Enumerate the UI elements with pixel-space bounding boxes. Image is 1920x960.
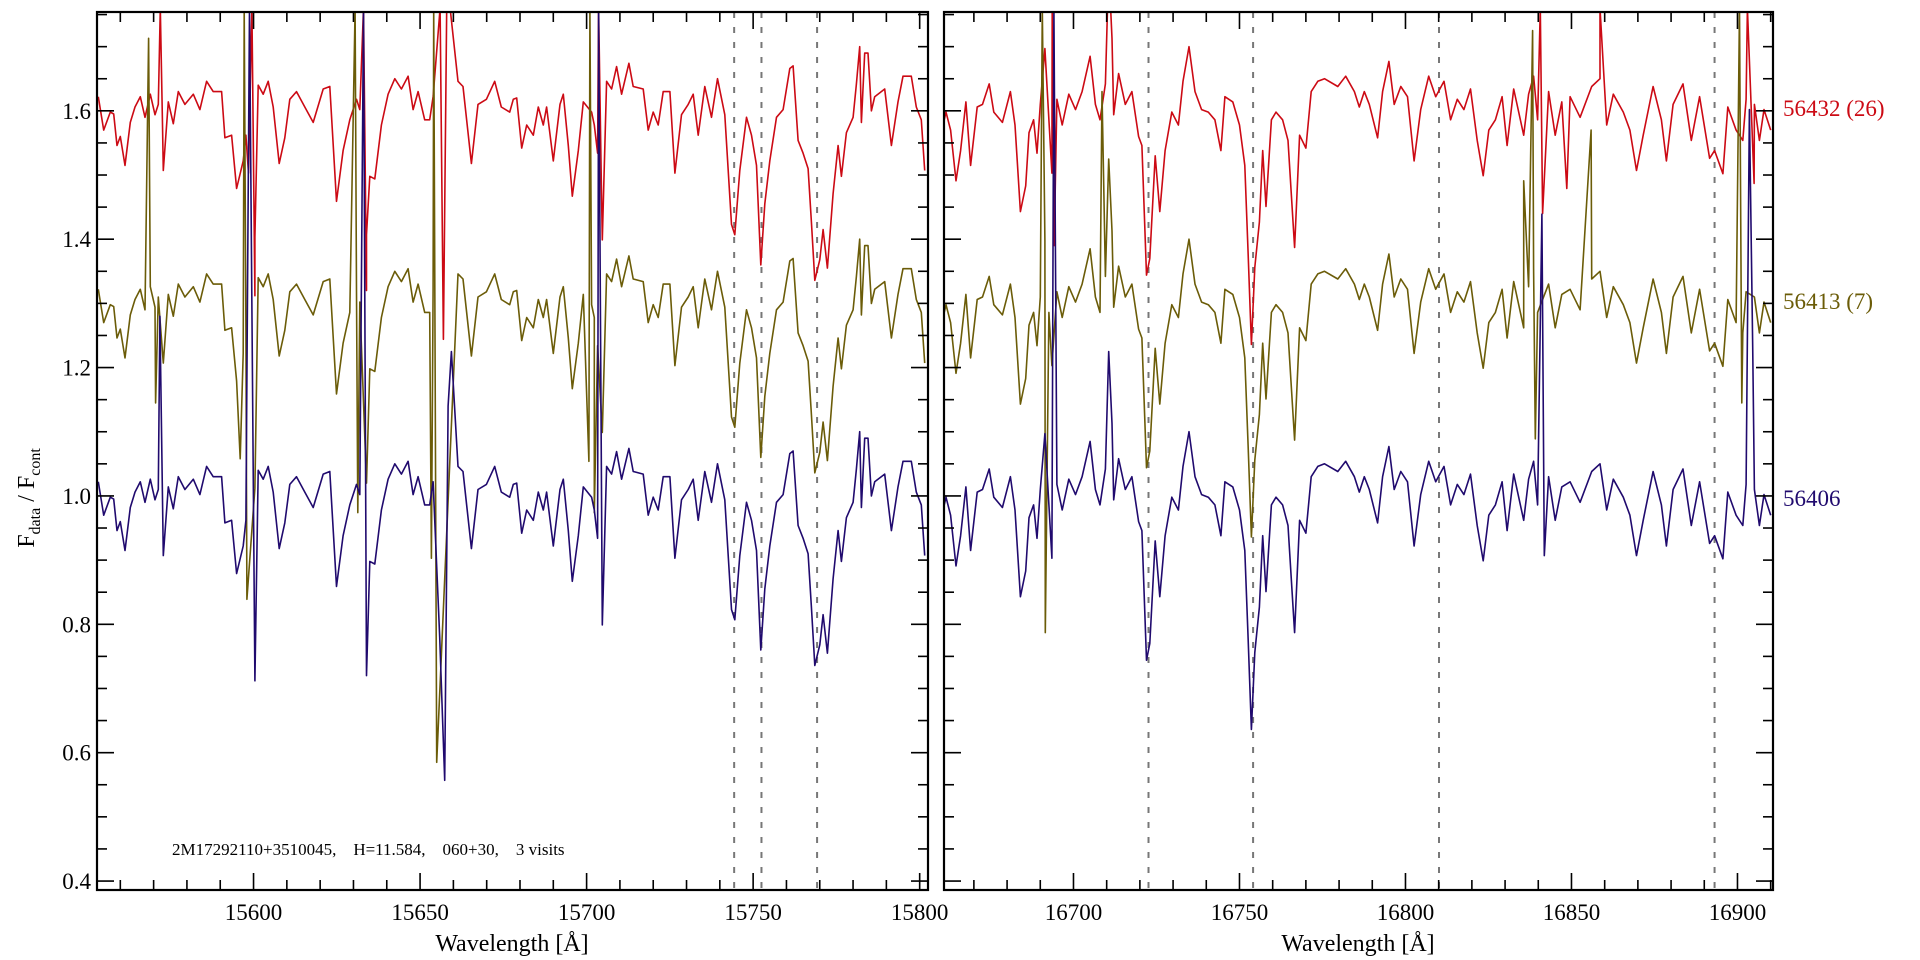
x-tick-label: 15800	[891, 900, 949, 925]
y-axis-title: Fdata / Fcont	[14, 448, 44, 548]
star-annotation: 2M17292110+3510045, H=11.584, 060+30, 3 …	[172, 840, 565, 859]
plot-frame	[942, 10, 1775, 892]
spectrum-line-56406	[944, 12, 1772, 731]
x-tick-label: 16800	[1377, 900, 1435, 925]
x-tick-label: 16750	[1211, 900, 1269, 925]
right-panel: 16700 16750 16800 16850 16900	[942, 10, 1775, 925]
y-tick-label: 0.6	[62, 741, 91, 766]
y-tick-label: 0.4	[62, 869, 91, 894]
y-title-sub2: cont	[27, 448, 44, 476]
y-title-f1: F	[14, 534, 40, 547]
y-tick-label: 1.0	[62, 484, 91, 509]
x-tick-label: 15600	[225, 900, 283, 925]
x-tick-label: 16850	[1543, 900, 1601, 925]
plot-frame	[95, 10, 930, 892]
x-axis-title-left: Wavelength [Å]	[435, 931, 588, 957]
y-title-sep: /	[14, 489, 40, 508]
y-tick-label: 1.6	[62, 99, 91, 124]
y-tick-label: 0.8	[62, 612, 91, 637]
x-tick-label: 15650	[391, 900, 449, 925]
series-label-56406: 56406	[1783, 486, 1841, 511]
series-label-56413: 56413 (7)	[1783, 289, 1873, 314]
x-axis-title-right: Wavelength [Å]	[1281, 931, 1434, 957]
spectrum-line-56406	[97, 12, 926, 782]
x-tick-label: 16700	[1045, 900, 1103, 925]
spectrum-line-56413	[944, 12, 1772, 634]
y-tick-label: 1.2	[62, 356, 91, 381]
spectrum-line-56413	[97, 12, 926, 764]
y-title-f2: F	[14, 476, 40, 489]
y-tick-label: 1.4	[62, 227, 91, 252]
y-title-sub1: data	[27, 508, 44, 535]
x-tick-label: 16900	[1709, 900, 1767, 925]
x-tick-label: 15750	[724, 900, 782, 925]
spectra	[97, 12, 926, 782]
spectrum-line-56432	[944, 12, 1772, 346]
spectra	[944, 12, 1772, 731]
spectrum-line-56432	[97, 12, 926, 341]
left-panel: 15600 15650 15700 15750 15800 0.4 0.6 0.8 1.0 1.2…	[62, 10, 949, 925]
x-tick-label: 15700	[558, 900, 616, 925]
series-label-56432: 56432 (26)	[1783, 96, 1885, 121]
